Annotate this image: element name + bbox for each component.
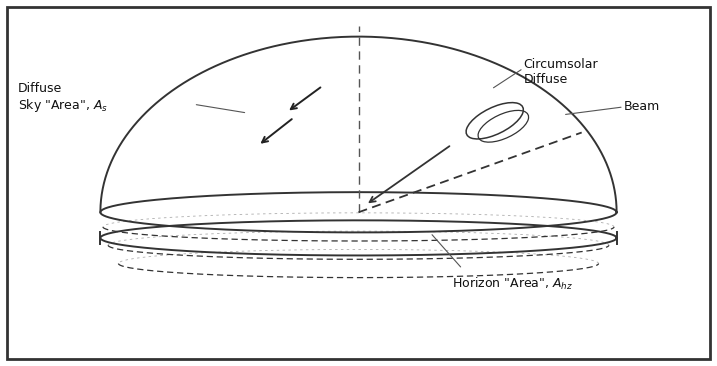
Text: Horizon "Area", $A_{hz}$: Horizon "Area", $A_{hz}$ bbox=[452, 276, 573, 292]
Text: Circumsolar
Diffuse: Circumsolar Diffuse bbox=[523, 58, 598, 86]
FancyBboxPatch shape bbox=[7, 7, 710, 359]
Text: Beam: Beam bbox=[624, 100, 660, 113]
Text: Diffuse
Sky "Area", $A_s$: Diffuse Sky "Area", $A_s$ bbox=[18, 82, 108, 114]
